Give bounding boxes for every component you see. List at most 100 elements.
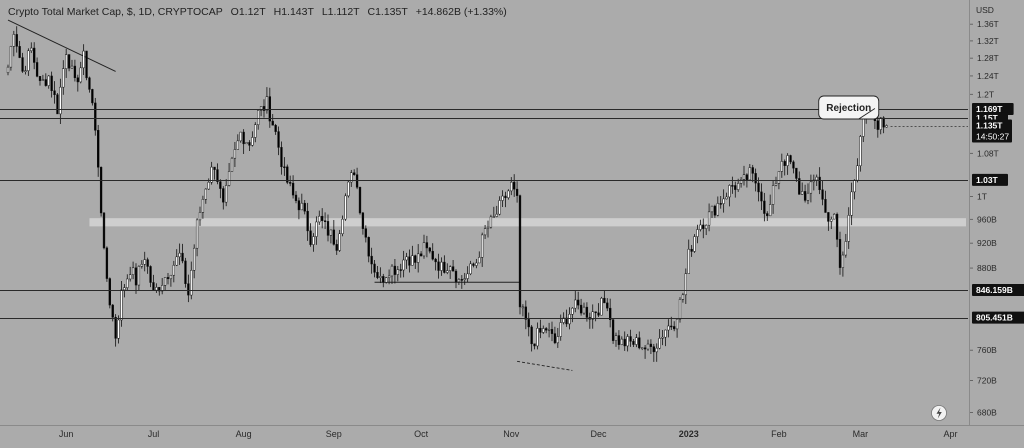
candle-body-up [678, 299, 682, 320]
candle [719, 196, 722, 209]
candle-body-up [626, 336, 629, 347]
candle-body-down [766, 213, 769, 217]
candle [739, 177, 743, 188]
candle [67, 54, 71, 72]
y-tick-label: 1.08T [977, 148, 999, 158]
candle-body-up [562, 317, 565, 323]
candle-body-down [274, 124, 277, 132]
candle-body-up [769, 204, 772, 217]
candle-body-up [230, 157, 234, 172]
candle-body-down [326, 221, 330, 236]
candle [143, 251, 146, 272]
candle-body-up [198, 212, 202, 221]
candle [283, 157, 286, 176]
y-tick-label: 1.24T [977, 71, 999, 81]
candle-body-up [571, 307, 574, 315]
candle-body-down [108, 278, 111, 306]
candle [472, 262, 475, 268]
candle [181, 243, 184, 264]
candle [571, 307, 574, 323]
candle-body-up [655, 347, 658, 353]
candle [213, 166, 216, 180]
candle [227, 163, 231, 187]
candle-body-down [451, 266, 455, 272]
candle-body-up [387, 275, 391, 278]
candle-body-up [568, 314, 571, 325]
candle-body-down [382, 276, 385, 283]
candle [315, 216, 318, 245]
candle [766, 211, 769, 221]
candle-body-up [379, 276, 382, 278]
candle [370, 247, 373, 274]
price-scale[interactable] [970, 0, 1024, 448]
candle [806, 183, 810, 205]
candle-body-up [190, 270, 193, 296]
candle-body-up [254, 124, 257, 138]
candle-body-up [62, 68, 65, 88]
candle [355, 167, 359, 190]
candle-body-down [21, 57, 24, 72]
candle-body-up [684, 273, 687, 296]
candle-body-up [739, 179, 743, 184]
candle-body-down [789, 155, 792, 163]
candle-body-up [126, 278, 129, 288]
candle-body-up [225, 185, 228, 203]
rejection-pointer [858, 108, 876, 120]
candle [882, 116, 885, 134]
candle [309, 223, 312, 247]
x-tick-label: Nov [503, 429, 520, 439]
candle [353, 169, 356, 176]
ohlc-open: O1.12T [230, 6, 266, 18]
candle-body-up [661, 336, 664, 339]
candle-body-up [716, 203, 719, 216]
candle [274, 123, 277, 135]
candle-body-down [553, 333, 557, 344]
candle [225, 179, 228, 207]
candle [545, 327, 548, 334]
candle [780, 153, 783, 178]
bolt-icon[interactable] [931, 405, 947, 421]
candle-body-up [120, 289, 123, 321]
candle [47, 75, 50, 89]
candle-body-down [585, 306, 589, 318]
candle [15, 26, 18, 53]
candle-body-up [300, 202, 303, 211]
candle-body-up [507, 190, 510, 199]
candle-body-down [303, 202, 306, 212]
candle [542, 325, 545, 334]
candle [449, 265, 452, 279]
candle-body-down [277, 131, 280, 148]
candle-body-down [146, 259, 149, 267]
candle-body-up [6, 66, 10, 74]
candle-body-down [323, 220, 327, 222]
candle-body-up [510, 181, 513, 192]
candle-body-up [329, 229, 333, 236]
candle [577, 291, 580, 310]
candle-body-down [184, 260, 187, 284]
x-tick-label: Jun [59, 429, 74, 439]
candle-body-down [504, 195, 507, 199]
candle-body-up [390, 265, 394, 277]
candle-body-up [833, 213, 836, 220]
candle [257, 109, 260, 130]
level-tag-label: 1.03T [976, 175, 999, 185]
candle-body-up [847, 215, 850, 242]
candle [623, 331, 626, 351]
candle [97, 124, 100, 177]
candle-body-down [134, 267, 138, 286]
candle [175, 249, 178, 267]
candle-body-up [481, 234, 484, 258]
candle-body-down [187, 283, 190, 296]
candle-body-up [658, 338, 661, 349]
candle [696, 224, 699, 244]
candle-body-down [454, 270, 458, 283]
rejection-label: Rejection [826, 103, 871, 114]
candle-body-down [97, 130, 100, 168]
candle-body-up [201, 199, 205, 213]
candle-body-up [600, 297, 603, 316]
candle [268, 87, 271, 128]
candle [387, 269, 391, 285]
candle-body-down [76, 77, 79, 83]
